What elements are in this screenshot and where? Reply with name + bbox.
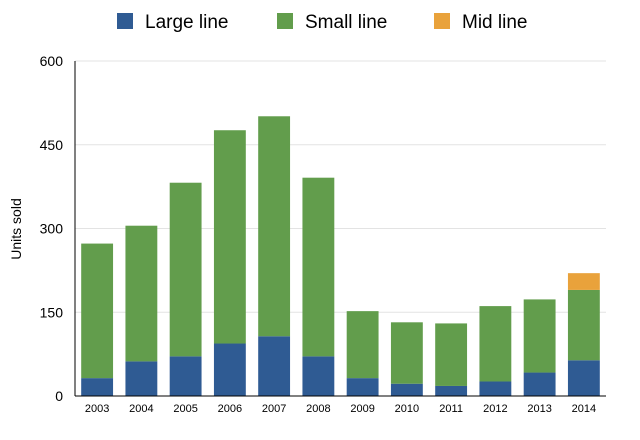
y-tick-label: 0 — [55, 388, 63, 404]
bar-mid-line-2014 — [567, 273, 600, 290]
legend-swatch-small-line — [277, 13, 293, 29]
bar-large-line-2003 — [81, 378, 114, 396]
bars — [81, 116, 600, 396]
x-tick-label: 2007 — [262, 403, 286, 415]
bar-small-line-2014 — [567, 289, 600, 361]
x-tick-label: 2014 — [572, 403, 596, 415]
x-tick-label: 2008 — [306, 403, 330, 415]
bar-small-line-2009 — [346, 311, 379, 379]
bar-large-line-2013 — [523, 372, 556, 396]
bar-small-line-2004 — [125, 225, 158, 362]
x-tick-label: 2011 — [439, 403, 463, 415]
bar-small-line-2013 — [523, 299, 556, 373]
legend-label: Large line — [145, 12, 228, 33]
x-tick-label: 2012 — [483, 403, 507, 415]
bar-large-line-2010 — [390, 383, 423, 396]
x-tick-label: 2009 — [350, 403, 374, 415]
bar-small-line-2011 — [435, 323, 468, 386]
bar-small-line-2007 — [258, 116, 291, 337]
bar-large-line-2008 — [302, 356, 335, 396]
bar-large-line-2004 — [125, 361, 158, 396]
x-tick-label: 2013 — [527, 403, 551, 415]
y-tick-label: 450 — [40, 137, 64, 153]
bar-small-line-2010 — [390, 322, 423, 384]
gridlines — [75, 60, 606, 313]
x-tick-label: 2004 — [129, 403, 153, 415]
bar-large-line-2006 — [213, 343, 246, 396]
bar-small-line-2005 — [169, 182, 202, 357]
x-tick-labels: 2003 2004 2005 2006 2007 2008 2009 2010 2011 2012… — [85, 403, 596, 415]
y-tick-label: 300 — [40, 221, 64, 237]
bar-large-line-2009 — [346, 378, 379, 396]
x-tick-label: 2003 — [85, 403, 109, 415]
bar-small-line-2008 — [302, 177, 335, 357]
bar-small-line-2012 — [479, 306, 512, 382]
legend-label: Mid line — [462, 12, 527, 33]
y-tick-label: 600 — [40, 53, 64, 69]
y-tick-label: 150 — [40, 304, 64, 320]
bar-large-line-2014 — [567, 360, 600, 396]
bar-large-line-2007 — [258, 336, 291, 396]
bar-large-line-2011 — [435, 385, 468, 396]
legend: Large line Small line Mid line — [117, 12, 527, 33]
y-axis-label: Units sold — [8, 198, 24, 259]
bar-small-line-2006 — [213, 130, 246, 344]
y-tick-labels: 0 150 300 450 600 — [40, 53, 64, 404]
bar-large-line-2005 — [169, 356, 202, 396]
x-tick-label: 2010 — [395, 403, 419, 415]
axes — [74, 61, 606, 397]
legend-swatch-large-line — [117, 13, 133, 29]
legend-swatch-mid-line — [434, 13, 450, 29]
x-tick-label: 2005 — [173, 403, 197, 415]
bar-large-line-2012 — [479, 381, 512, 396]
bar-small-line-2003 — [81, 243, 114, 379]
legend-label: Small line — [305, 12, 387, 33]
x-tick-label: 2006 — [218, 403, 242, 415]
